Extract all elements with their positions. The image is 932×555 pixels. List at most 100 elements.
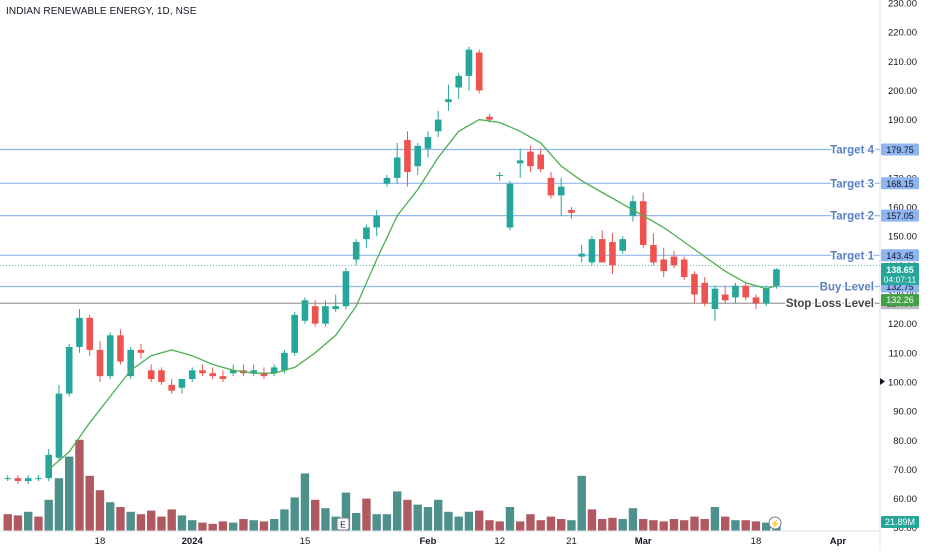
volume-bar	[413, 504, 422, 531]
volume-bar	[290, 497, 299, 531]
candle-body	[24, 478, 32, 482]
candle-body	[322, 306, 329, 324]
level-label: Target 3	[830, 178, 874, 190]
volume-bar	[280, 509, 289, 531]
volume-bar	[526, 514, 535, 531]
candle-body	[670, 256, 678, 266]
candle-body	[332, 306, 339, 310]
volume-bar	[557, 519, 566, 531]
candle-body	[721, 294, 729, 301]
volume-bar	[546, 516, 556, 531]
level-label: Target 2	[830, 211, 874, 223]
level-price-text: 168.15	[886, 179, 914, 189]
volume-bar	[352, 513, 361, 531]
price-tick-label: 190.00	[888, 115, 917, 126]
volume-bar	[198, 522, 207, 531]
volume-bar	[485, 520, 494, 531]
candle-body	[147, 370, 155, 380]
volume-bar	[598, 519, 607, 531]
volume-bar	[362, 498, 371, 531]
volume-bar	[577, 475, 586, 531]
price-tick-label: 220.00	[888, 28, 917, 39]
candle-body	[383, 177, 391, 184]
level-price-text: 143.45	[886, 251, 914, 261]
level-price-text: 157.05	[886, 211, 914, 221]
candle-body	[752, 297, 760, 304]
time-axis-layer: 18 2024 15 Feb 12 21 Mar 18 Apr E ⚡	[0, 516, 880, 547]
ma-value-badge	[881, 294, 919, 306]
countdown-text: 04:07:11	[884, 275, 917, 285]
time-tick-label: Mar	[635, 536, 652, 547]
candle-body	[732, 285, 739, 298]
volume-bar	[44, 499, 53, 531]
candle-body	[178, 379, 186, 388]
candle-body	[475, 52, 483, 91]
volume-bar	[434, 499, 443, 531]
volume-bar	[700, 519, 709, 531]
price-tick-label: 160.00	[888, 203, 917, 214]
price-tick-label: 230.00	[888, 0, 917, 10]
volume-bar	[321, 508, 330, 531]
price-tick-label: 120.00	[888, 319, 917, 330]
candle-body	[414, 145, 421, 167]
price-tick-label: 100.00	[888, 377, 917, 388]
volume-bar	[239, 519, 248, 531]
time-tick-label: 18	[95, 536, 106, 547]
candle-body	[557, 186, 565, 196]
candle-body	[445, 99, 452, 103]
level-label: Target 1	[830, 250, 874, 262]
volume-bar	[300, 473, 310, 531]
candle-body	[639, 201, 647, 245]
time-tick-label: 12	[494, 536, 505, 547]
time-tick-label: 2024	[182, 536, 204, 547]
earnings-marker-text: E	[340, 520, 346, 530]
volume-bar	[126, 511, 135, 531]
candle-body	[291, 314, 298, 353]
volume-bar	[54, 478, 64, 531]
volume-bar	[403, 499, 412, 531]
candle-body	[14, 478, 22, 482]
price-tick-label: 80.00	[893, 436, 917, 447]
candle-body	[229, 370, 237, 374]
level-price-badge	[881, 143, 919, 156]
candle-body	[619, 239, 626, 251]
volume-bar	[393, 491, 402, 531]
candle-body	[342, 271, 350, 307]
candle-body	[762, 288, 770, 304]
candle-body	[127, 349, 134, 377]
volume-bar	[649, 520, 658, 531]
volume-bar	[3, 514, 12, 531]
volume-bar	[218, 521, 228, 531]
candle-body	[701, 282, 708, 304]
price-marker-icon	[880, 378, 885, 385]
price-tick-label: 70.00	[893, 465, 917, 476]
candle-body	[4, 478, 11, 480]
candle-body	[506, 183, 514, 228]
candle-body	[516, 160, 524, 164]
volume-bar	[567, 520, 576, 531]
volume-bar	[75, 439, 84, 531]
volume-bar	[24, 511, 33, 531]
volume-bar	[669, 519, 679, 531]
volume-bar	[372, 514, 381, 531]
volume-bar	[65, 456, 74, 531]
badges-layer: 179.75168.15157.05143.45132.75127.00138.…	[881, 143, 919, 528]
volume-bar	[382, 514, 392, 531]
ma-value-text: 132.26	[886, 295, 914, 305]
last-price-text: 138.65	[886, 265, 914, 275]
candle-body	[65, 346, 73, 394]
candle-body	[691, 274, 698, 295]
candle-body	[373, 215, 380, 228]
candle-body	[455, 75, 462, 88]
chart-title: INDIAN RENEWABLE ENERGY, 1D, NSE	[6, 6, 197, 17]
volume-bar	[618, 519, 627, 531]
candle-body	[168, 384, 175, 391]
volume-bar	[106, 502, 115, 531]
candle-body	[250, 370, 257, 374]
volume-bar	[690, 516, 699, 531]
candle-body	[773, 269, 780, 286]
candle-body	[270, 367, 278, 374]
candle-body	[486, 116, 493, 120]
